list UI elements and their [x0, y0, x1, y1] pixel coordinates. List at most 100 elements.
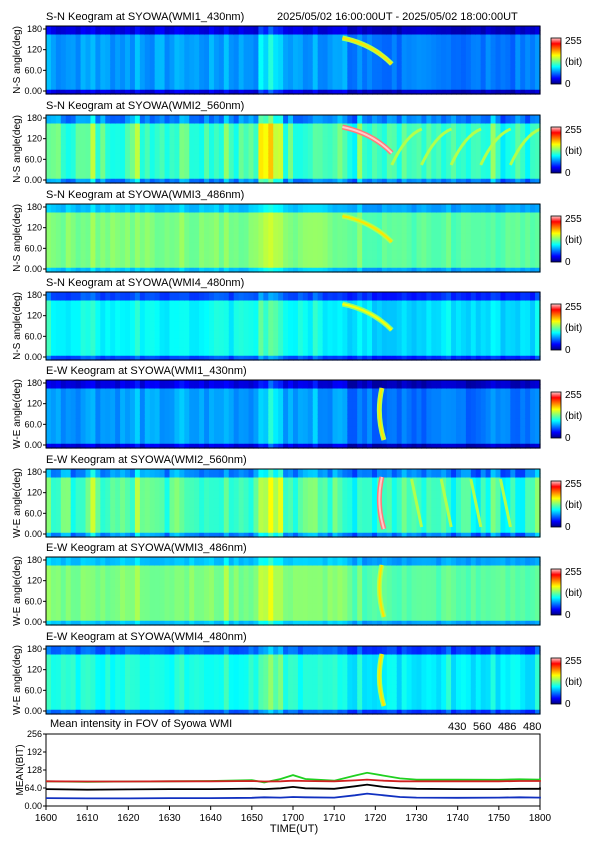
keogram-cell [238, 119, 245, 125]
keogram-cell [475, 267, 482, 273]
keogram-cell [243, 238, 250, 243]
keogram-cell [431, 229, 437, 235]
keogram-cell [105, 55, 111, 61]
keogram-cell [372, 153, 378, 159]
keogram-cell [184, 30, 190, 36]
keogram-cell [465, 55, 472, 61]
keogram-cell [129, 233, 136, 239]
keogram-cell [372, 267, 378, 273]
keogram-cell [293, 246, 299, 252]
keogram-cell [223, 149, 230, 154]
keogram-cell [411, 43, 418, 48]
keogram-cell [70, 212, 77, 218]
keogram-cell [302, 259, 309, 265]
keogram-cell [342, 77, 348, 82]
keogram-cell [293, 81, 299, 87]
aurora-band [390, 127, 423, 166]
keogram-cell [144, 26, 151, 31]
keogram-cell [189, 47, 195, 53]
keogram-cell [55, 136, 62, 142]
keogram-cell [431, 267, 437, 273]
keogram-cell [253, 233, 260, 239]
keogram-cell [144, 259, 151, 265]
keogram-cell [90, 72, 96, 78]
keogram-cell [258, 221, 264, 226]
keogram-cell [169, 47, 176, 53]
keogram-cell [70, 343, 77, 348]
keogram-cell [144, 34, 151, 40]
keogram-cell [515, 55, 521, 61]
keogram-cell [327, 267, 334, 273]
keogram-cell [451, 47, 457, 53]
keogram-cell [50, 242, 57, 248]
keogram-cell [164, 221, 171, 226]
keogram-cell [149, 246, 156, 252]
keogram-cell [322, 127, 329, 133]
keogram-cell [441, 212, 447, 218]
keogram-cell [85, 127, 92, 133]
keogram-cell [223, 140, 230, 146]
keogram-cell [465, 51, 472, 57]
keogram-cell [500, 255, 507, 260]
keogram-cell [347, 119, 353, 125]
keogram-cell [456, 238, 462, 243]
keogram-cell [164, 216, 171, 222]
keogram-cell [352, 115, 358, 120]
keogram-cell [139, 250, 146, 256]
keogram-cell [228, 161, 235, 167]
keogram-cell [110, 208, 116, 214]
keogram-cell [436, 166, 442, 171]
keogram-cell [144, 47, 151, 53]
keogram-cell [149, 204, 156, 209]
keogram-cell [50, 30, 57, 36]
keogram-cell [465, 140, 472, 146]
keogram-cell [189, 89, 195, 95]
keogram-cell [426, 170, 432, 176]
keogram-cell [169, 267, 176, 273]
keogram-cell [293, 140, 299, 146]
keogram-cell [80, 149, 87, 154]
keogram-cell [253, 34, 260, 40]
keogram-cell [367, 81, 373, 87]
keogram-cell [90, 233, 96, 239]
keogram-cell [258, 38, 264, 44]
keogram-cell [421, 229, 427, 235]
keogram-cell [144, 238, 151, 243]
keogram-cell [426, 136, 432, 142]
keogram-cell [297, 60, 304, 65]
keogram-cell [80, 140, 87, 146]
keogram-cell [357, 267, 363, 273]
keogram-cell [357, 250, 363, 256]
keogram-cell [243, 34, 250, 40]
keogram-cell [125, 225, 131, 231]
keogram-cell [297, 259, 304, 265]
keogram-cell [233, 208, 240, 214]
keogram-cell [189, 115, 195, 120]
keogram-cell [80, 216, 87, 222]
keogram-cell [228, 221, 235, 226]
keogram-cell [381, 221, 388, 226]
keogram-cell [327, 259, 334, 265]
keogram-cell [80, 132, 87, 137]
keogram-cell [302, 170, 309, 176]
keogram-cell [46, 136, 52, 142]
keogram-cell [105, 216, 111, 222]
keogram-cell [520, 178, 526, 184]
keogram-cell [125, 250, 131, 256]
keogram-cell [406, 178, 413, 184]
keogram-cell [475, 221, 482, 226]
keogram-cell [159, 144, 166, 150]
keogram-cell [421, 178, 427, 184]
keogram-cell [253, 157, 260, 163]
keogram-cell [500, 123, 507, 129]
keogram-cell [332, 242, 339, 248]
keogram-cell [209, 166, 215, 171]
keogram-cell [451, 89, 457, 95]
keogram-cell [357, 136, 363, 142]
keogram-cell [288, 127, 294, 133]
keogram-cell [381, 30, 388, 36]
keogram-cell [95, 72, 101, 78]
keogram-cell [213, 38, 220, 44]
keogram-cell [115, 43, 121, 48]
keogram-cell [179, 30, 185, 36]
